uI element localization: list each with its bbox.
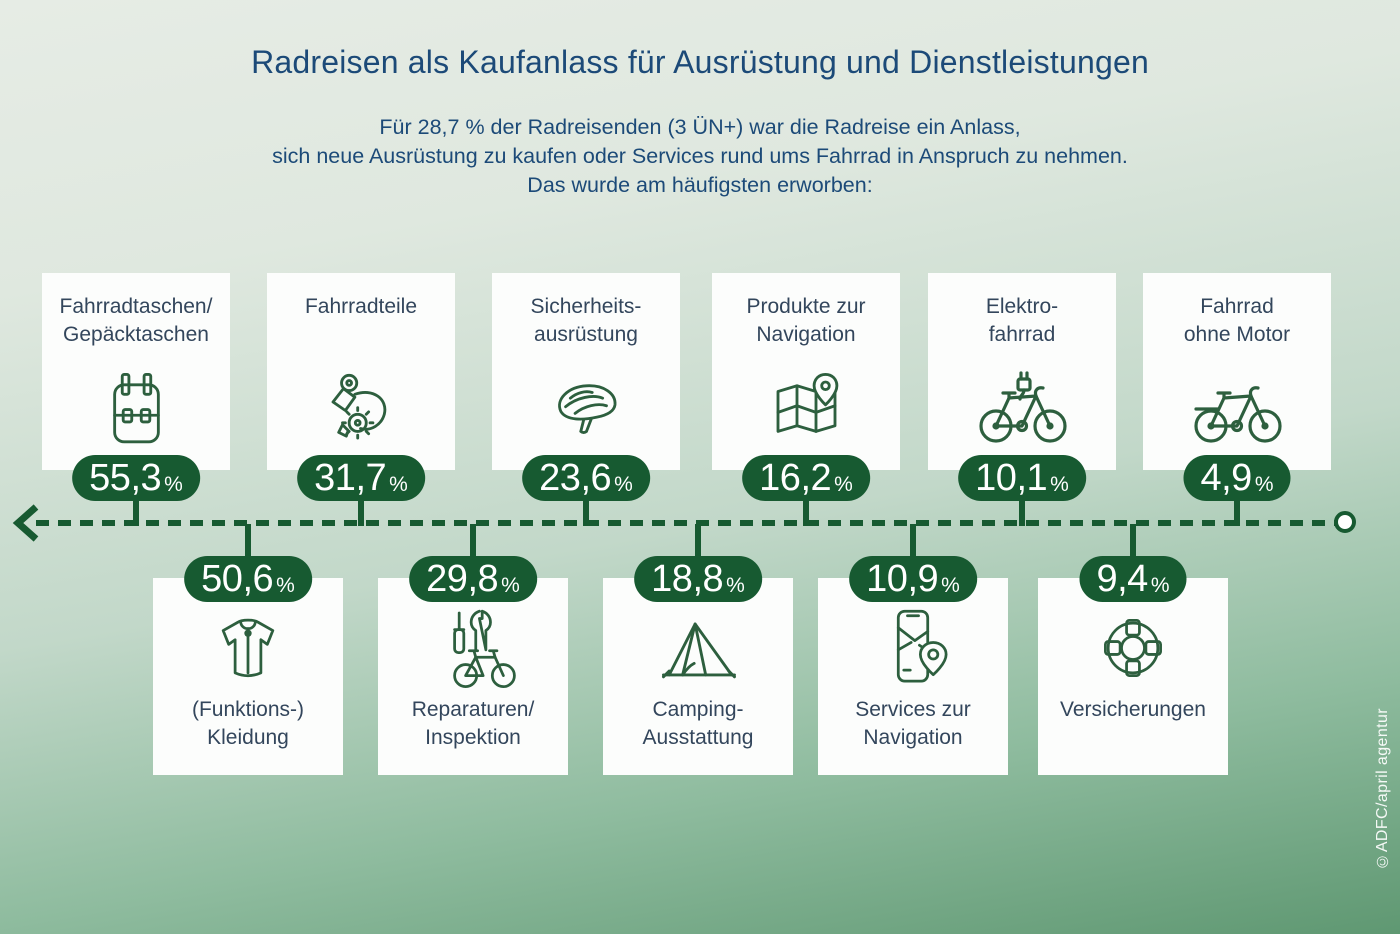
derailleur-icon: [267, 350, 455, 470]
card-sicherheitsausruestung: Sicherheits- ausrüstung: [492, 273, 680, 470]
timeline-connector: [910, 524, 916, 560]
timeline-connector: [1019, 490, 1025, 526]
percent-badge-fahrrad-ohne-motor: 4,9%: [1183, 455, 1291, 501]
card-services-navigation: Services zur Navigation: [818, 578, 1008, 775]
timeline-connector: [1234, 490, 1240, 526]
timeline-connector: [470, 524, 476, 560]
card-versicherungen: Versicherungen: [1038, 578, 1228, 775]
percent-badge-sicherheitsausruestung: 23,6%: [522, 455, 650, 501]
card-label: fahrrad: [988, 323, 1056, 346]
percent-badge-reparaturen: 29,8%: [409, 556, 537, 602]
percent-badge-elektrofahrrad: 10,1%: [958, 455, 1086, 501]
card-label: Elektro-: [985, 295, 1059, 318]
card-label: Versicherungen: [1060, 698, 1206, 721]
repair-tools-icon: [378, 600, 568, 696]
card-label: Fahrrad: [1200, 295, 1274, 318]
card-label: ausrüstung: [534, 323, 638, 346]
card-label: Inspektion: [425, 726, 521, 749]
timeline-connector: [133, 490, 139, 526]
card-label: Fahrradteile: [304, 295, 418, 318]
pannier-bag-icon: [42, 350, 230, 470]
subtitle: Für 28,7 % der Radreisenden (3 ÜN+) war …: [0, 113, 1400, 200]
jersey-icon: [153, 600, 343, 696]
map-pin-icon: [712, 350, 900, 470]
bicycle-icon: [1143, 350, 1331, 470]
card-label: Fahrradtaschen/: [59, 295, 213, 318]
percent-badge-camping: 18,8%: [634, 556, 762, 602]
timeline-connector: [803, 490, 809, 526]
percent-badge-funktionskleidung: 50,6%: [184, 556, 312, 602]
card-elektrofahrrad: Elektro- fahrrad: [928, 273, 1116, 470]
card-label: Services zur: [855, 698, 971, 721]
card-label: Ausstattung: [642, 726, 754, 749]
percent-badge-fahrradtaschen: 55,3%: [72, 455, 200, 501]
subtitle-line-3: Das wurde am häufigsten erworben:: [527, 173, 873, 197]
percent-badge-services-navigation: 10,9%: [849, 556, 977, 602]
card-label: Navigation: [863, 726, 963, 749]
subtitle-line-1: Für 28,7 % der Radreisenden (3 ÜN+) war …: [379, 115, 1021, 139]
timeline-connector: [358, 490, 364, 526]
arrow-left-icon: [12, 504, 39, 542]
endpoint-dot: [1334, 511, 1356, 533]
timeline-dashed-line: [36, 520, 1338, 526]
card-label: Sicherheits-: [530, 295, 642, 318]
life-ring-icon: [1038, 600, 1228, 696]
card-label: Reparaturen/: [411, 698, 535, 721]
card-fahrrad-ohne-motor: Fahrrad ohne Motor: [1143, 273, 1331, 470]
card-label: Camping-: [652, 698, 744, 721]
card-fahrradtaschen: Fahrradtaschen/ Gepäcktaschen: [42, 273, 230, 470]
card-reparaturen: Reparaturen/ Inspektion: [378, 578, 568, 775]
timeline-connector: [245, 524, 251, 560]
subtitle-line-2: sich neue Ausrüstung zu kaufen oder Serv…: [272, 144, 1128, 168]
helmet-icon: [492, 350, 680, 470]
card-camping: Camping- Ausstattung: [603, 578, 793, 775]
timeline-connector: [583, 490, 589, 526]
card-produkte-navigation: Produkte zur Navigation: [712, 273, 900, 470]
card-label: Navigation: [756, 323, 856, 346]
percent-badge-versicherungen: 9,4%: [1079, 556, 1187, 602]
ebike-icon: [928, 350, 1116, 470]
percent-badge-fahrradteile: 31,7%: [297, 455, 425, 501]
card-label: ohne Motor: [1183, 323, 1291, 346]
credit-text: ©ADFC/april agentur: [1374, 708, 1391, 870]
card-fahrradteile: Fahrradteile: [267, 273, 455, 470]
card-label: Kleidung: [207, 726, 289, 749]
card-funktionskleidung: (Funktions-) Kleidung: [153, 578, 343, 775]
timeline-connector: [695, 524, 701, 560]
card-label: Produkte zur: [746, 295, 866, 318]
card-label: (Funktions-): [191, 698, 305, 721]
tent-icon: [603, 600, 793, 696]
page-title: Radreisen als Kaufanlass für Ausrüstung …: [251, 44, 1149, 80]
card-label: Gepäcktaschen: [63, 323, 209, 346]
percent-badge-produkte-navigation: 16,2%: [742, 455, 870, 501]
timeline-connector: [1130, 524, 1136, 560]
phone-navigation-icon: [818, 600, 1008, 696]
